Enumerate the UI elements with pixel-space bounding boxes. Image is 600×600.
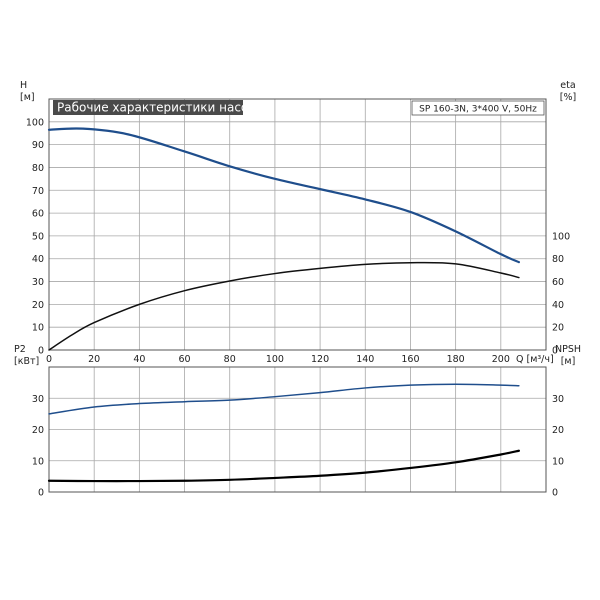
y-right-tick-label: 60: [552, 277, 564, 288]
panel-pump-performance: 0 10 20 30 40 50 60 70 80 90 100 0 20 40 60 80 100 0 20 40 6…: [20, 80, 576, 365]
chart-title: Рабочие характеристики насоса: [57, 101, 262, 115]
y-left-tick-label: 10: [32, 323, 44, 334]
y-left-axis-label: [кВт]: [14, 356, 39, 367]
y-left-tick-label: 80: [32, 163, 44, 174]
y-right-tick-label: 0: [552, 346, 558, 357]
x-tick-label: 120: [311, 354, 329, 365]
y-right-tick-label: 20: [552, 323, 564, 334]
y-right-tick-label: 10: [552, 456, 564, 467]
x-tick-label: 60: [178, 354, 190, 365]
y-right-axis-label: NPSH: [555, 344, 581, 355]
chart-title-group: Рабочие характеристики насоса: [53, 100, 262, 115]
y-right-axis-label: eta: [560, 80, 575, 91]
y-right-tick-label: 80: [552, 254, 564, 265]
y-left-tick-label: 90: [32, 140, 44, 151]
y-left-axis-label: H: [20, 80, 27, 91]
y-left-tick-label: 60: [32, 209, 44, 220]
y-left-tick-label: 0: [38, 488, 44, 499]
y-left-tick-label: 20: [32, 300, 44, 311]
series-line-power-npsh-1: [47, 449, 520, 483]
plot-frame: [48, 366, 547, 493]
chart-title-background: [53, 100, 243, 115]
y-right-tick-label: 30: [552, 394, 564, 405]
x-tick-label: 0: [46, 354, 52, 365]
y-left-tick-label: 30: [32, 277, 44, 288]
y-left-tick-label: 10: [32, 456, 44, 467]
x-tick-label: 100: [266, 354, 284, 365]
chart-subtitle-group: SP 160-3N, 3*400 V, 50Hz: [411, 100, 545, 116]
series-line-pump-performance-1: [48, 261, 520, 351]
x-tick-label: 20: [88, 354, 100, 365]
y-left-tick-label: 100: [26, 117, 44, 128]
series-line-power-npsh-0: [48, 383, 520, 415]
y-left-tick-label: 50: [32, 231, 44, 242]
x-tick-label: 80: [224, 354, 236, 365]
y-left-tick-label: 70: [32, 186, 44, 197]
y-right-tick-label: 0: [552, 488, 558, 499]
y-left-tick-label: 30: [32, 394, 44, 405]
panel-power-npsh: 0 10 20 30 0 10 20 30 P2[кВт] NPSH[м]: [14, 344, 581, 499]
y-right-axis-label: [%]: [560, 92, 576, 103]
x-tick-label: 180: [447, 354, 465, 365]
series-line-pump-performance-0: [47, 127, 520, 264]
y-left-tick-label: 40: [32, 254, 44, 265]
x-axis-label: Q [м³/ч]: [516, 354, 554, 365]
x-tick-label: 160: [401, 354, 419, 365]
y-left-tick-label: 20: [32, 425, 44, 436]
y-left-axis-label: P2: [14, 344, 26, 355]
x-tick-label: 140: [356, 354, 374, 365]
chart-subtitle: SP 160-3N, 3*400 V, 50Hz: [419, 105, 537, 115]
y-left-axis-label: [м]: [20, 92, 35, 103]
plot-frame: [48, 98, 547, 351]
y-right-tick-label: 20: [552, 425, 564, 436]
y-right-tick-label: 40: [552, 300, 564, 311]
x-tick-label: 40: [133, 354, 145, 365]
y-right-axis-label: [м]: [561, 356, 576, 367]
x-tick-label: 200: [492, 354, 510, 365]
y-right-tick-label: 100: [552, 231, 570, 242]
chart-subtitle-box: [411, 100, 545, 116]
plot-area: [49, 99, 546, 350]
y-left-tick-label: 0: [38, 346, 44, 357]
